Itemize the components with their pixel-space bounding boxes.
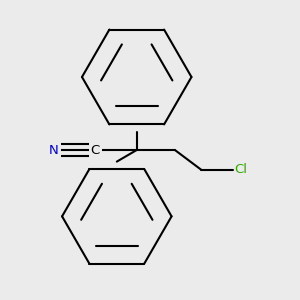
Text: Cl: Cl (235, 164, 248, 176)
Text: N: N (49, 143, 59, 157)
Text: C: C (91, 143, 100, 157)
